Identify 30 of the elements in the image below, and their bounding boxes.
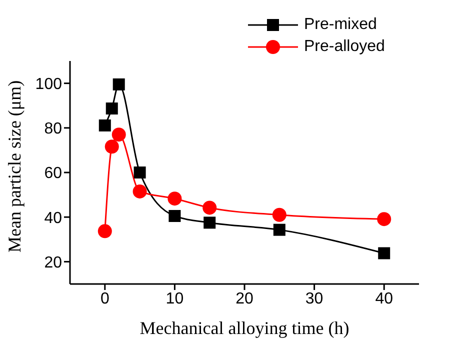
y-tick-label: 80	[44, 120, 62, 138]
point	[106, 102, 118, 114]
point	[98, 224, 112, 238]
point	[378, 247, 390, 260]
legend-label: Pre-mixed	[304, 16, 377, 34]
point	[104, 140, 119, 154]
x-tick-label: 10	[166, 290, 184, 308]
point	[98, 119, 111, 132]
y-tick-label: 100	[35, 76, 62, 93]
point	[112, 128, 126, 142]
x-tick-label: 0	[100, 290, 110, 308]
point	[132, 184, 147, 198]
x-tick-label: 20	[236, 290, 254, 308]
point	[168, 210, 181, 222]
point	[168, 192, 182, 206]
y-tick-label: 60	[44, 165, 62, 182]
y-tick-label: 40	[44, 210, 62, 227]
point	[204, 216, 216, 229]
y-tick-label: 20	[44, 254, 62, 272]
x-tick-label: 40	[375, 290, 394, 308]
point	[273, 224, 286, 236]
point	[202, 200, 217, 215]
point	[134, 166, 146, 178]
point	[272, 208, 286, 222]
y-axis-title: Mean particle size (μm)	[4, 80, 24, 252]
point	[377, 212, 392, 226]
point	[112, 78, 125, 90]
x-tick-label: 30	[305, 290, 324, 308]
x-axis-title: Mechanical alloying time (h)	[140, 318, 350, 338]
legend-label: Pre-alloyed	[304, 38, 385, 56]
